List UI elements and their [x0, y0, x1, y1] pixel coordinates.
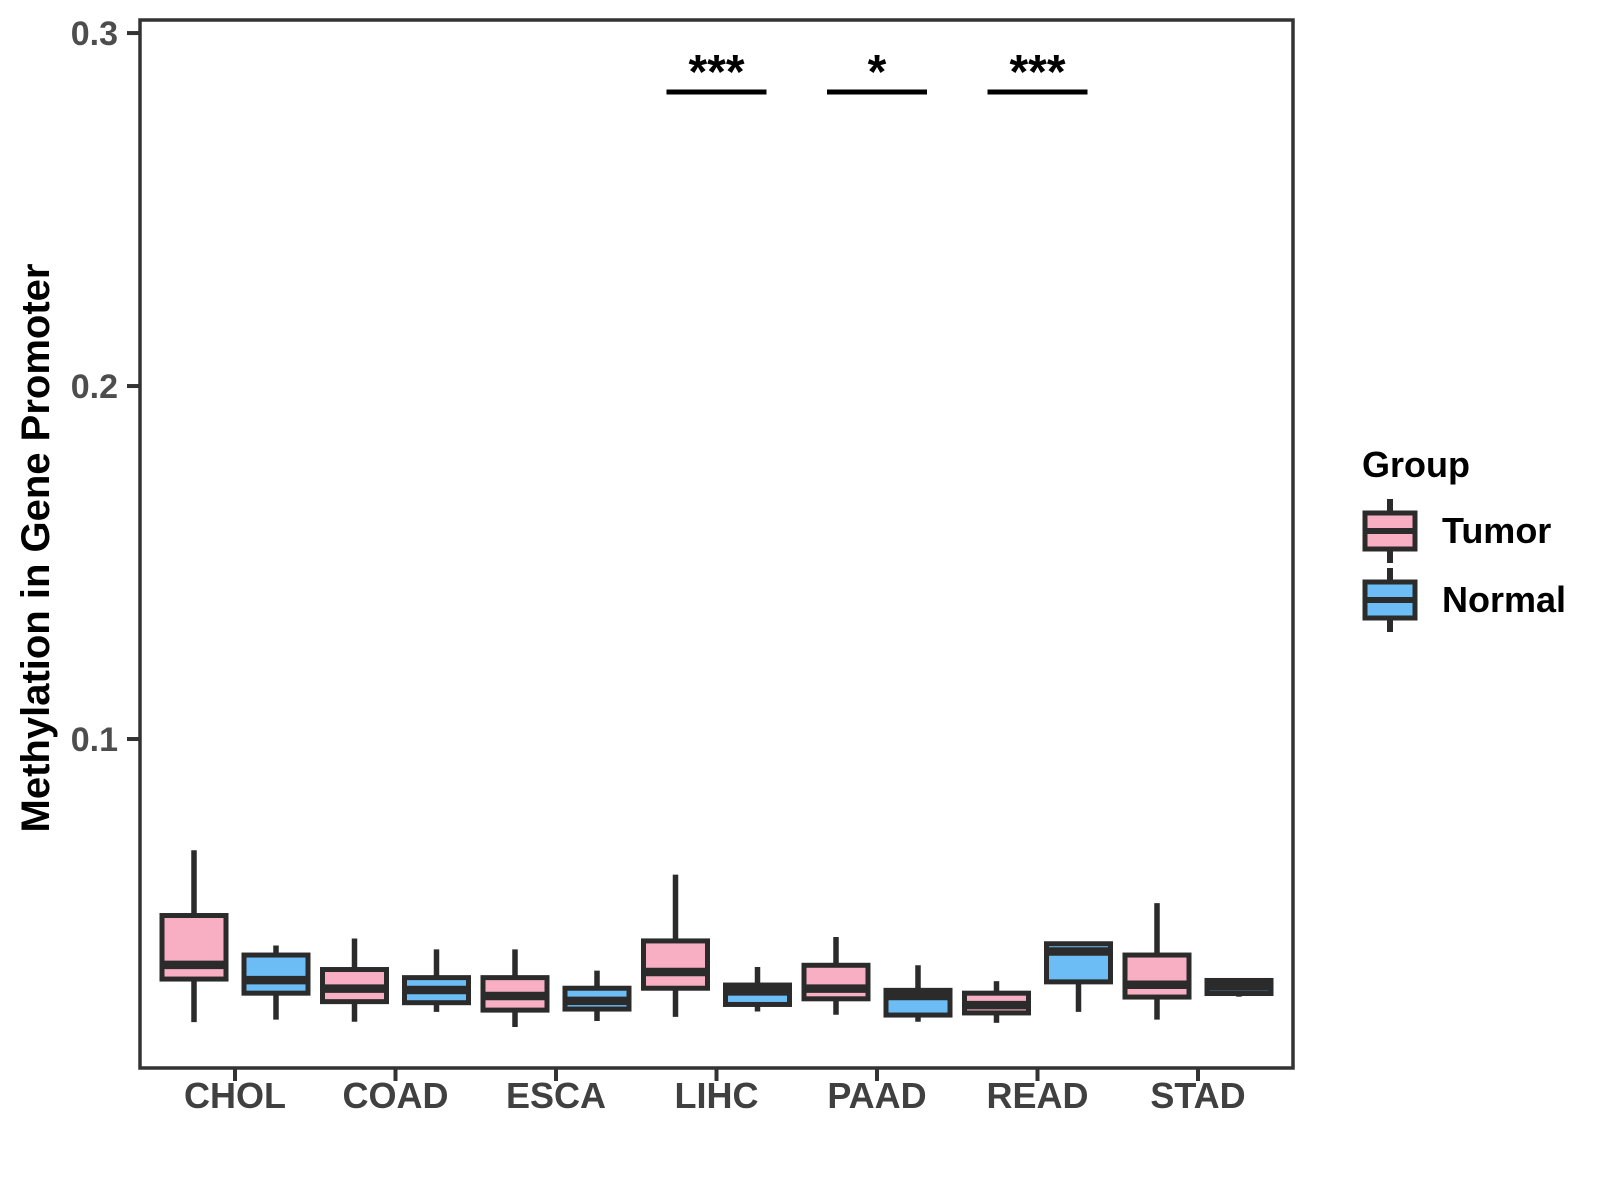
normal-boxplot-key-icon — [1362, 567, 1418, 632]
x-label-CHOL: CHOL — [184, 1075, 286, 1116]
box-CHOL-tumor — [159, 913, 229, 982]
sig-stars-PAAD: * — [868, 46, 887, 99]
legend-label-normal: Normal — [1442, 578, 1567, 620]
y-axis-title: Methylation in Gene Promoter — [14, 263, 58, 833]
x-label-PAAD: PAAD — [827, 1075, 926, 1116]
box-PAAD-tumor — [801, 962, 871, 1002]
legend-item-normal: Normal — [1362, 565, 1566, 634]
x-label-LIHC: LIHC — [675, 1075, 759, 1116]
box-LIHC-tumor — [641, 938, 710, 991]
sig-stars-READ: *** — [1009, 46, 1065, 99]
legend-title: Group — [1362, 444, 1470, 485]
sig-stars-LIHC: *** — [688, 46, 744, 99]
x-label-ESCA: ESCA — [506, 1075, 606, 1116]
y-tick-label-0.1: 0.1 — [71, 721, 118, 759]
tumor-boxplot-key-icon — [1362, 498, 1418, 563]
x-label-COAD: COAD — [343, 1075, 449, 1116]
box-STAD-tumor — [1122, 952, 1192, 1000]
legend: Group Tumor Normal — [1362, 444, 1566, 634]
x-label-STAD: STAD — [1150, 1075, 1245, 1116]
y-tick-label-0.3: 0.3 — [71, 15, 118, 53]
panel-border — [138, 18, 1295, 1070]
legend-item-tumor: Tumor — [1362, 496, 1566, 565]
box-CHOL-normal — [241, 952, 311, 996]
y-tick-label-0.2: 0.2 — [71, 368, 118, 406]
x-label-READ: READ — [986, 1075, 1088, 1116]
legend-label-tumor: Tumor — [1442, 509, 1552, 551]
